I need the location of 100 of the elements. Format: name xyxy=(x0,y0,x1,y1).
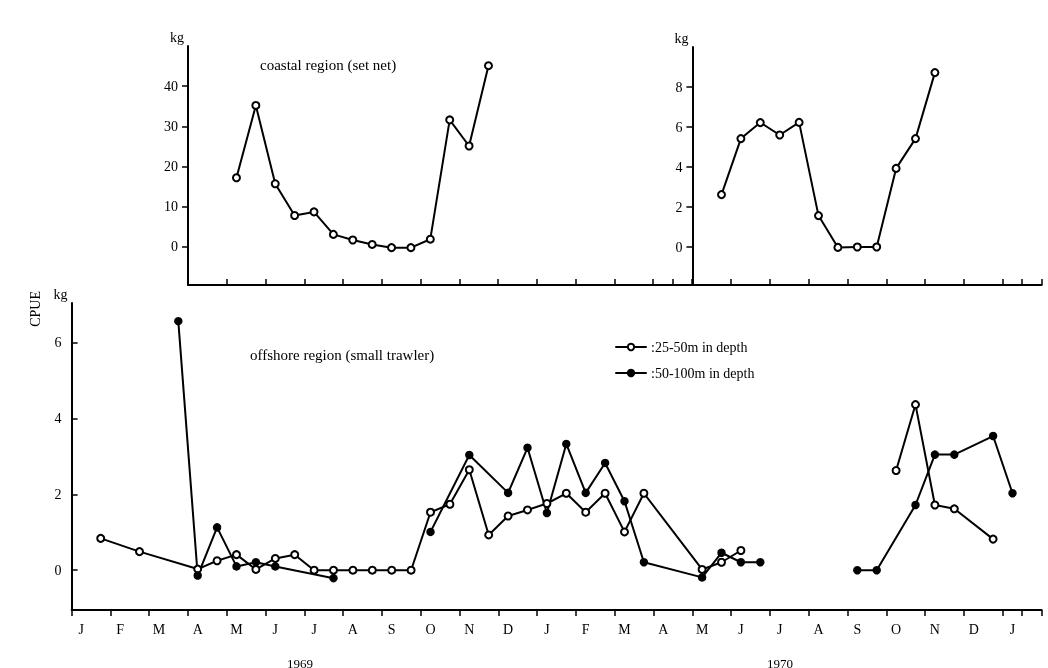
point xyxy=(309,207,319,217)
point xyxy=(833,242,843,252)
point xyxy=(736,558,746,567)
y-tick-label: 0 xyxy=(54,562,62,578)
point xyxy=(270,179,280,189)
point xyxy=(639,558,649,567)
y-tick-label: 8 xyxy=(675,79,683,95)
point xyxy=(852,242,862,252)
point xyxy=(271,562,280,571)
point xyxy=(193,571,202,580)
point xyxy=(717,557,726,567)
point xyxy=(328,229,338,239)
x-tick-label: F xyxy=(581,621,590,637)
point xyxy=(348,235,358,245)
point xyxy=(270,553,280,563)
text: 1969 xyxy=(287,656,313,668)
point xyxy=(523,505,532,515)
y-tick-label: 0 xyxy=(675,239,683,255)
y-axis-title: kg xyxy=(53,286,68,302)
point xyxy=(853,565,862,575)
x-tick-label: J xyxy=(272,621,279,637)
point xyxy=(562,439,571,449)
point xyxy=(445,499,455,509)
point xyxy=(775,130,785,140)
point xyxy=(542,508,552,518)
point xyxy=(717,190,726,200)
point xyxy=(872,565,881,575)
point xyxy=(891,466,901,476)
point xyxy=(367,239,377,249)
point xyxy=(620,496,629,506)
y-tick-label: 6 xyxy=(54,335,62,351)
y-tick-label: 30 xyxy=(164,118,178,134)
point xyxy=(697,573,707,582)
text: 1970 xyxy=(767,656,793,668)
point xyxy=(406,565,416,575)
point xyxy=(911,400,920,410)
point xyxy=(232,550,241,560)
point xyxy=(581,488,590,498)
point xyxy=(930,500,940,510)
x-tick-label: A xyxy=(347,621,359,637)
point xyxy=(174,316,183,326)
point xyxy=(949,504,959,514)
point xyxy=(290,211,300,221)
x-tick-label: J xyxy=(544,621,551,637)
x-tick-label: A xyxy=(813,621,825,637)
point xyxy=(231,173,241,183)
point xyxy=(135,547,144,557)
point xyxy=(212,556,222,566)
x-tick-label: J xyxy=(78,621,85,637)
point xyxy=(542,499,552,508)
point xyxy=(930,450,940,459)
point xyxy=(445,115,455,125)
point xyxy=(988,431,998,441)
point xyxy=(425,234,435,244)
x-tick-label: D xyxy=(503,621,514,637)
x-tick-label: J xyxy=(1009,621,1016,637)
point xyxy=(697,564,707,574)
x-tick-label: F xyxy=(116,621,125,637)
point xyxy=(600,488,610,498)
point xyxy=(639,488,649,498)
y-tick-label: 2 xyxy=(675,199,683,215)
point xyxy=(484,530,494,540)
x-tick-label: M xyxy=(618,621,632,637)
point xyxy=(581,507,591,517)
point xyxy=(290,550,300,560)
point xyxy=(503,511,513,521)
y-tick-label: 20 xyxy=(164,159,178,174)
x-tick-label: A xyxy=(658,621,670,637)
point xyxy=(620,527,629,537)
x-tick-label: O xyxy=(425,621,436,637)
point xyxy=(232,562,241,571)
point xyxy=(523,443,532,453)
y-tick-label: 0 xyxy=(171,239,178,255)
legend-label: :50-100m in depth xyxy=(651,365,755,381)
text: CPUE xyxy=(27,290,43,327)
x-tick-label: S xyxy=(853,621,862,637)
text: offshore region (small trawler) xyxy=(250,346,435,364)
point xyxy=(212,523,222,532)
point xyxy=(483,61,493,71)
point xyxy=(251,564,261,574)
point xyxy=(387,565,397,575)
y-tick-label: 4 xyxy=(54,411,62,427)
x-tick-label: D xyxy=(968,621,979,637)
x-tick-label: M xyxy=(152,621,166,637)
point xyxy=(464,141,474,151)
point xyxy=(755,118,765,128)
x-tick-label: M xyxy=(230,621,244,637)
y-tick-label: 40 xyxy=(164,78,178,94)
point xyxy=(387,243,397,253)
point xyxy=(367,565,377,575)
y-axis-title: kg xyxy=(674,30,689,46)
point xyxy=(756,558,765,567)
point xyxy=(794,117,804,127)
x-tick-label: J xyxy=(776,621,783,637)
y-tick-label: 10 xyxy=(164,199,178,215)
y-tick-label: 2 xyxy=(54,486,62,502)
point xyxy=(348,565,358,575)
point xyxy=(426,507,435,517)
legend-label: :25-50m in depth xyxy=(651,339,748,355)
point xyxy=(329,573,338,583)
